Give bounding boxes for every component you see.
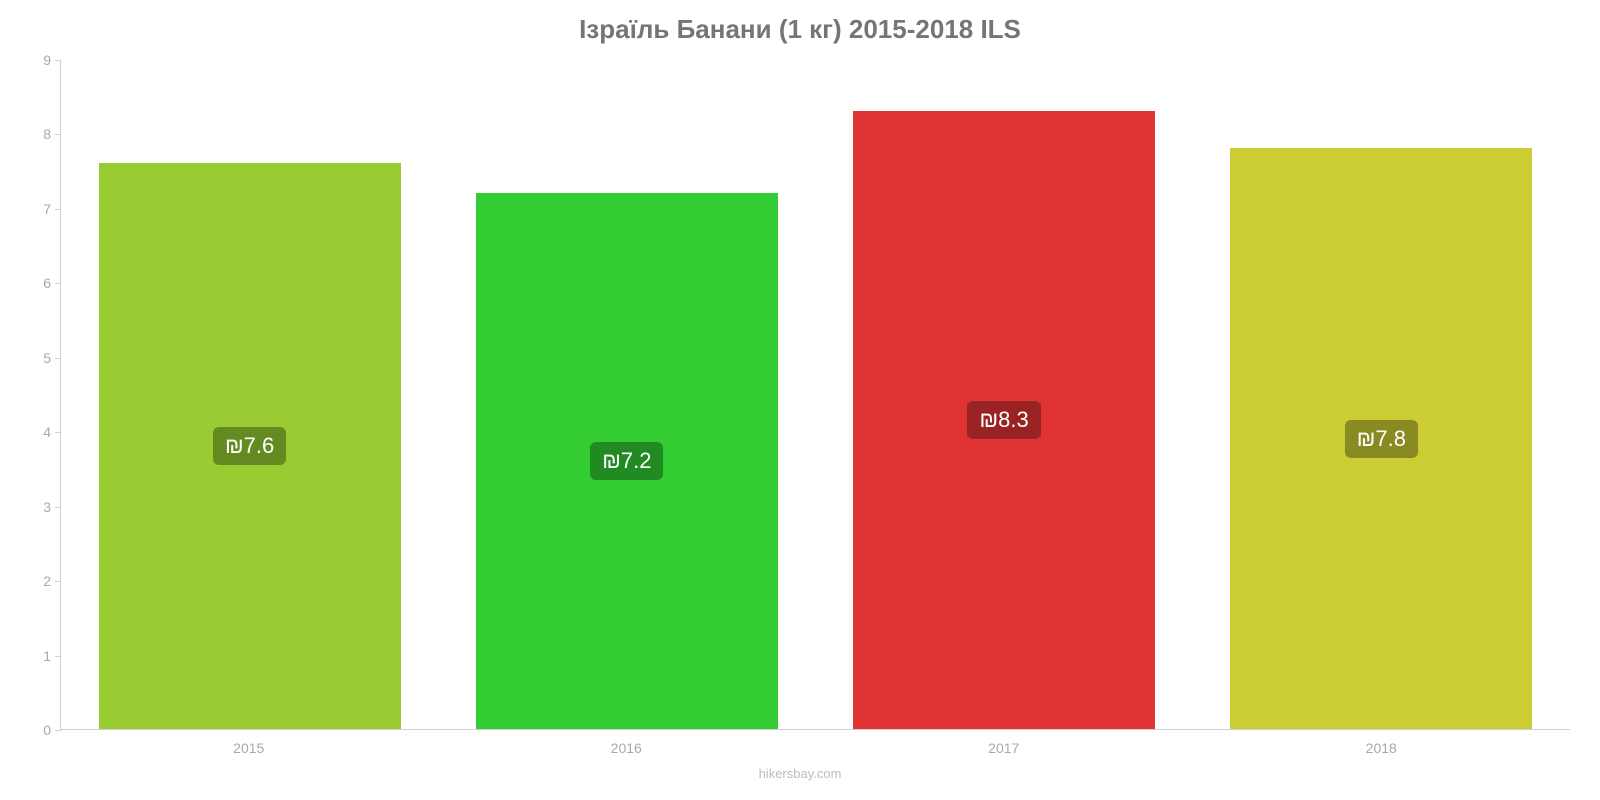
- y-tick-mark: [55, 134, 61, 135]
- y-tick-mark: [55, 209, 61, 210]
- chart-container: Ізраїль Банани (1 кг) 2015-2018 ILS ₪7.6…: [0, 0, 1600, 800]
- y-tick-label: 4: [21, 424, 51, 440]
- y-tick-mark: [55, 283, 61, 284]
- plot-area: ₪7.6₪7.2₪8.3₪7.8 0123456789: [60, 60, 1570, 730]
- y-tick-label: 9: [21, 52, 51, 68]
- y-tick-label: 7: [21, 201, 51, 217]
- y-tick-mark: [55, 358, 61, 359]
- y-tick-mark: [55, 656, 61, 657]
- bar-value-label: ₪7.6: [213, 427, 286, 465]
- bar: ₪8.3: [853, 111, 1155, 729]
- y-tick-label: 8: [21, 126, 51, 142]
- bar-value-label: ₪7.8: [1345, 420, 1418, 458]
- bar: ₪7.2: [476, 193, 778, 729]
- chart-title: Ізраїль Банани (1 кг) 2015-2018 ILS: [0, 0, 1600, 51]
- x-labels-group: 2015201620172018: [60, 740, 1570, 756]
- bar: ₪7.6: [99, 163, 401, 729]
- bars-group: ₪7.6 ₪7.2 ₪8.3 ₪7.8: [61, 60, 1570, 729]
- y-tick-label: 6: [21, 275, 51, 291]
- plot-region: ₪7.6₪7.2₪8.3₪7.8 0123456789: [60, 60, 1570, 730]
- y-tick-mark: [55, 507, 61, 508]
- x-tick-label: 2017: [815, 740, 1193, 756]
- y-tick-label: 1: [21, 648, 51, 664]
- y-tick-mark: [55, 60, 61, 61]
- x-tick-label: 2016: [438, 740, 816, 756]
- bar: ₪7.8: [1230, 148, 1532, 729]
- bar-slot: ₪7.6: [61, 60, 438, 729]
- y-tick-mark: [55, 730, 61, 731]
- x-tick-label: 2018: [1193, 740, 1571, 756]
- bar-slot: ₪8.3: [816, 60, 1193, 729]
- y-tick-label: 5: [21, 350, 51, 366]
- y-tick-mark: [55, 581, 61, 582]
- bar-slot: ₪7.2: [438, 60, 815, 729]
- bar-value-label: ₪7.2: [590, 442, 663, 480]
- x-tick-label: 2015: [60, 740, 438, 756]
- bar-value-label: ₪8.3: [967, 401, 1040, 439]
- y-tick-label: 0: [21, 722, 51, 738]
- y-tick-label: 2: [21, 573, 51, 589]
- y-tick-label: 3: [21, 499, 51, 515]
- y-tick-mark: [55, 432, 61, 433]
- bar-slot: ₪7.8: [1193, 60, 1570, 729]
- attribution: hikersbay.com: [0, 766, 1600, 781]
